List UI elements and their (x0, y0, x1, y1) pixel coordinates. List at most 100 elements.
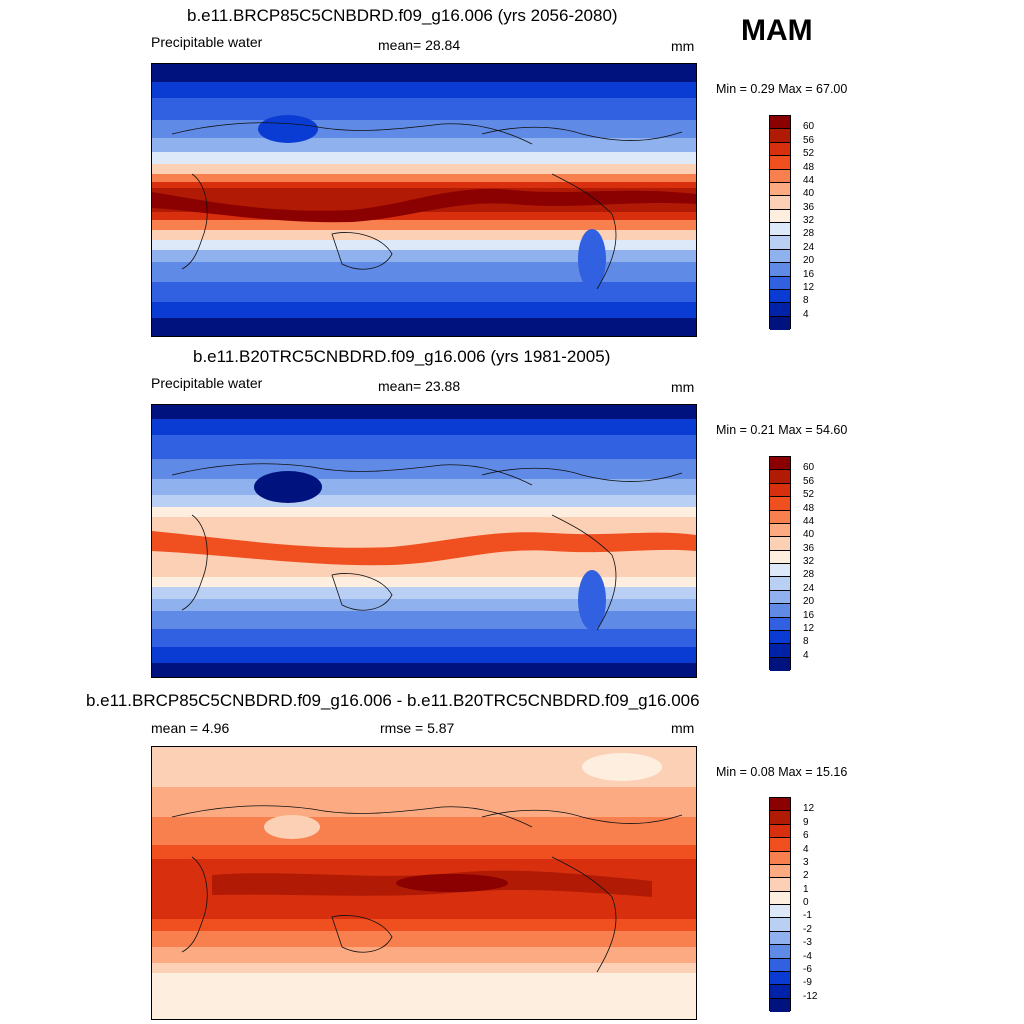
panel-3-map (151, 746, 697, 1020)
colorbar-segment (770, 457, 790, 471)
colorbar-tick-label: 32 (803, 215, 815, 226)
colorbar-tick-label: 4 (803, 649, 809, 661)
colorbar-segment (770, 931, 790, 946)
colorbar-segment (770, 169, 790, 183)
colorbar-segment (770, 510, 790, 524)
colorbar-tick-label: 52 (803, 148, 815, 160)
colorbar-tick-label: 48 (803, 161, 815, 173)
panel-1-variable-label: Precipitable water (151, 34, 263, 50)
colorbar-segment (770, 209, 790, 223)
colorbar-tick-label: 44 (803, 174, 815, 186)
colorbar-tick-label: 8 (803, 295, 809, 307)
colorbar-tick-label: -12 (803, 990, 818, 1002)
colorbar-segment (770, 958, 790, 972)
colorbar-segment (770, 483, 790, 498)
colorbar-tick-label: 48 (803, 502, 815, 514)
panel-1-minmax: Min = 0.29 Max = 67.00 (716, 82, 848, 96)
colorbar-segment (770, 116, 790, 130)
colorbar-segment (770, 196, 790, 210)
colorbar-tick-label: 9 (803, 816, 809, 828)
colorbar-tick-label: 40 (803, 188, 815, 200)
panel-1-colorbar (769, 115, 791, 330)
colorbar-segment (770, 617, 790, 631)
colorbar-segment (770, 630, 790, 645)
colorbar-tick-label: -1 (803, 910, 812, 922)
colorbar-segment (770, 971, 790, 986)
colorbar-segment (770, 316, 790, 330)
colorbar-segment (770, 985, 790, 999)
colorbar-tick-label: 2 (803, 870, 809, 882)
colorbar-segment (770, 564, 790, 578)
colorbar-tick-label: 52 (803, 489, 815, 501)
colorbar-segment (770, 838, 790, 852)
colorbar-segment (770, 263, 790, 277)
panel-2-minmax: Min = 0.21 Max = 54.60 (716, 423, 848, 437)
colorbar-tick-label: 16 (803, 609, 815, 621)
colorbar-tick-label: 0 (803, 897, 809, 908)
colorbar-tick-label: -4 (803, 950, 812, 962)
panel-2-map (151, 404, 697, 678)
colorbar-segment (770, 878, 790, 892)
colorbar-tick-label: 60 (803, 462, 815, 474)
colorbar-tick-label: 56 (803, 134, 815, 146)
colorbar-segment (770, 303, 790, 317)
colorbar-segment (770, 182, 790, 197)
panel-1-title: b.e11.BRCP85C5CNBDRD.f09_g16.006 (yrs 20… (187, 6, 618, 25)
colorbar-segment (770, 497, 790, 511)
panel-3-minmax: Min = 0.08 Max = 15.16 (716, 765, 848, 779)
colorbar-tick-label: 1 (803, 883, 809, 895)
colorbar-segment (770, 918, 790, 932)
colorbar-segment (770, 156, 790, 170)
panel-3-mean-label: mean = 4.96 (151, 720, 230, 736)
colorbar-segment (770, 604, 790, 618)
colorbar-tick-label: 24 (803, 241, 815, 253)
colorbar-tick-label: 40 (803, 529, 815, 541)
colorbar-tick-label: 20 (803, 596, 815, 608)
colorbar-tick-label: 6 (803, 830, 809, 842)
colorbar-segment (770, 798, 790, 812)
panel-3-units: mm (671, 720, 695, 736)
colorbar-segment (770, 824, 790, 839)
panel-1-units: mm (671, 38, 695, 54)
colorbar-tick-label: 36 (803, 201, 815, 213)
colorbar-segment (770, 945, 790, 959)
panel-3-title: b.e11.BRCP85C5CNBDRD.f09_g16.006 - b.e11… (86, 691, 700, 710)
colorbar-segment (770, 577, 790, 591)
panel-1-map (151, 63, 697, 337)
colorbar-tick-label: 56 (803, 475, 815, 487)
season-label: MAM (741, 14, 813, 47)
colorbar-segment (770, 998, 790, 1012)
colorbar-tick-label: 4 (803, 308, 809, 320)
colorbar-segment (770, 249, 790, 264)
colorbar-segment (770, 905, 790, 919)
colorbar-tick-label: 24 (803, 582, 815, 594)
colorbar-segment (770, 864, 790, 879)
colorbar-segment (770, 891, 790, 905)
colorbar-segment (770, 129, 790, 143)
colorbar-tick-label: 36 (803, 542, 815, 554)
colorbar-segment (770, 142, 790, 157)
colorbar-tick-label: 12 (803, 281, 815, 293)
colorbar-tick-label: 32 (803, 556, 815, 567)
colorbar-tick-label: 60 (803, 121, 815, 133)
colorbar-tick-label: -6 (803, 963, 812, 975)
colorbar-tick-label: -3 (803, 937, 812, 949)
colorbar-segment (770, 590, 790, 605)
colorbar-tick-label: 12 (803, 622, 815, 634)
colorbar-tick-label: 4 (803, 843, 809, 855)
colorbar-segment (770, 550, 790, 564)
colorbar-segment (770, 289, 790, 304)
panel-2-title: b.e11.B20TRC5CNBDRD.f09_g16.006 (yrs 198… (193, 347, 611, 366)
panel-2-variable-label: Precipitable water (151, 375, 263, 391)
colorbar-tick-label: 3 (803, 856, 809, 868)
colorbar-tick-label: 44 (803, 515, 815, 527)
colorbar-tick-label: -9 (803, 977, 812, 989)
panel-2-colorbar (769, 456, 791, 671)
colorbar-tick-label: 28 (803, 228, 815, 240)
colorbar-tick-label: 16 (803, 268, 815, 280)
colorbar-segment (770, 523, 790, 538)
panel-1-mean-label: mean= 28.84 (378, 37, 461, 53)
colorbar-segment (770, 276, 790, 290)
colorbar-segment (770, 236, 790, 250)
colorbar-segment (770, 811, 790, 825)
